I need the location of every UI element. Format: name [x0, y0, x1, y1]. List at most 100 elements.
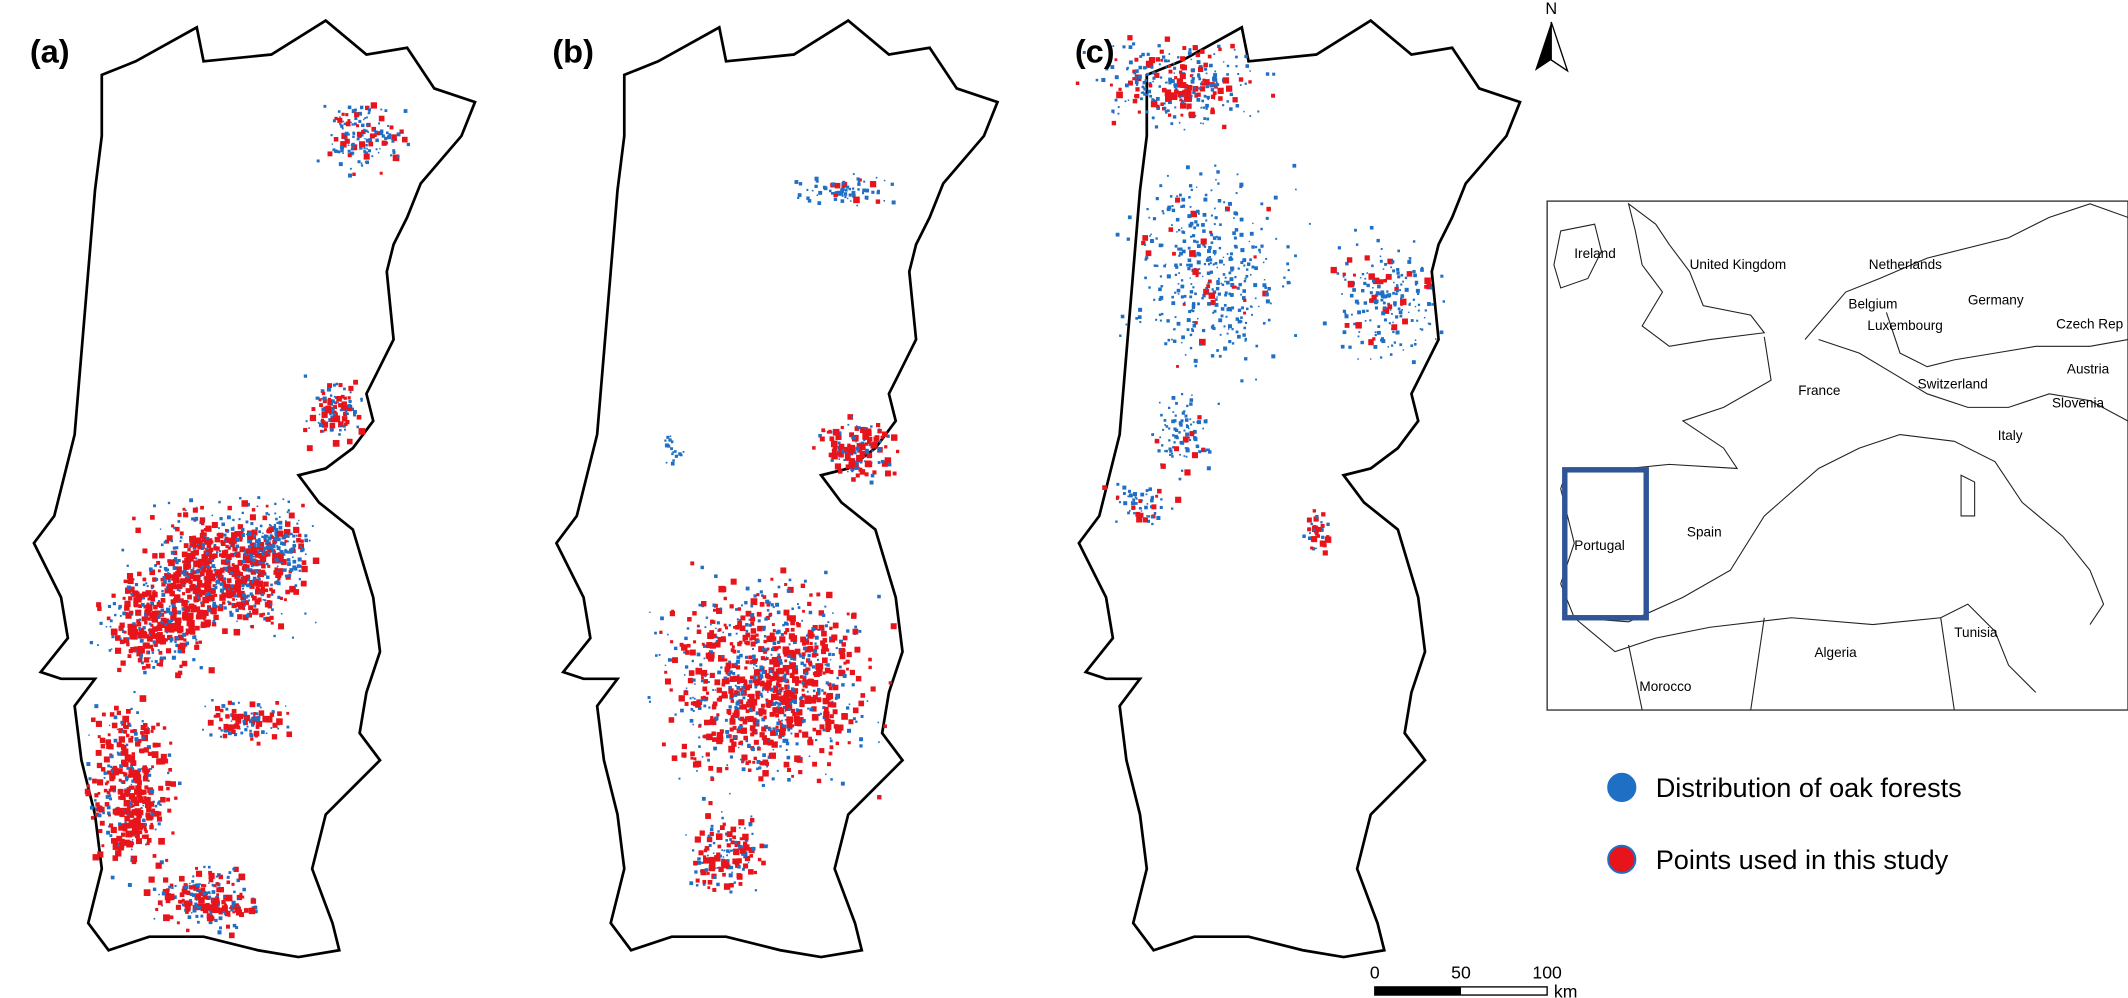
oak-forest-dot — [222, 911, 225, 914]
study-point — [1320, 523, 1325, 528]
oak-forest-dot — [1140, 507, 1143, 510]
study-point — [749, 675, 754, 680]
study-point — [816, 697, 822, 703]
oak-forest-dot — [756, 719, 760, 723]
oak-forest-dot — [1122, 45, 1126, 49]
oak-forest-dot — [721, 655, 724, 658]
oak-forest-dot — [1163, 106, 1167, 110]
study-point — [145, 663, 151, 669]
oak-forest-dot — [1188, 436, 1191, 439]
oak-forest-dot — [138, 612, 141, 615]
oak-forest-dot — [859, 461, 863, 464]
study-point — [99, 737, 106, 744]
oak-forest-dot — [695, 884, 699, 887]
oak-forest-dot — [292, 534, 296, 538]
study-point — [118, 825, 124, 831]
oak-forest-dot — [1128, 60, 1133, 65]
oak-forest-dot — [253, 714, 256, 718]
study-point — [773, 688, 778, 693]
study-point — [738, 882, 743, 886]
study-point — [122, 771, 126, 775]
study-point — [179, 892, 185, 898]
oak-forest-dot — [838, 665, 842, 669]
oak-forest-dot — [721, 816, 724, 820]
study-point — [160, 796, 166, 803]
oak-forest-dot — [288, 573, 292, 577]
study-point — [104, 802, 110, 807]
study-point — [721, 682, 726, 687]
study-point — [142, 577, 147, 582]
study-point — [736, 858, 742, 864]
study-point — [716, 607, 723, 614]
oak-forest-dot — [690, 707, 694, 711]
oak-forest-dot — [1155, 237, 1158, 240]
study-point — [825, 718, 831, 725]
oak-forest-dot — [130, 707, 133, 711]
study-point — [353, 379, 359, 385]
oak-forest-dot — [256, 505, 259, 508]
oak-forest-dot — [1357, 358, 1359, 360]
oak-forest-dot — [1158, 85, 1162, 88]
oak-forest-dot — [851, 190, 856, 195]
study-point — [143, 747, 149, 753]
study-point — [343, 396, 347, 400]
study-point — [121, 744, 127, 751]
oak-forest-dot — [1395, 289, 1399, 293]
study-point — [201, 567, 207, 573]
oak-forest-dot — [792, 657, 797, 661]
study-point — [260, 589, 266, 595]
study-point — [1180, 82, 1187, 89]
study-point — [754, 678, 761, 686]
oak-forest-dot — [181, 607, 185, 611]
oak-forest-dot — [744, 655, 748, 659]
study-point — [329, 422, 336, 429]
study-point — [721, 678, 728, 685]
oak-forest-dot — [289, 568, 294, 572]
study-point — [250, 533, 257, 540]
oak-forest-dot — [692, 696, 694, 699]
oak-forest-dot — [212, 603, 217, 608]
oak-forest-dot — [308, 427, 310, 429]
oak-forest-dot — [1206, 117, 1210, 121]
study-point — [739, 625, 746, 632]
oak-forest-dot — [678, 452, 682, 456]
study-point — [253, 730, 260, 737]
study-point — [702, 855, 707, 859]
study-point — [243, 564, 248, 569]
oak-forest-dot — [315, 396, 319, 400]
oak-forest-dot — [1234, 212, 1239, 216]
oak-forest-dot — [828, 652, 832, 657]
oak-forest-dot — [671, 452, 674, 456]
oak-forest-dot — [1390, 260, 1395, 264]
study-point — [237, 524, 243, 530]
study-point — [334, 116, 338, 121]
oak-forest-dot — [282, 553, 286, 556]
oak-forest-dot — [1240, 293, 1242, 296]
study-point — [169, 562, 174, 566]
study-point — [710, 715, 714, 719]
oak-forest-dot — [840, 781, 845, 786]
oak-forest-dot — [292, 556, 294, 559]
oak-forest-dot — [1314, 532, 1317, 535]
study-point — [822, 699, 828, 705]
study-point — [118, 778, 122, 782]
oak-forest-dot — [167, 753, 172, 757]
oak-forest-dot — [127, 882, 132, 887]
oak-forest-dot — [195, 898, 198, 901]
study-point — [1184, 439, 1188, 443]
study-point — [718, 628, 722, 632]
oak-forest-dot — [846, 185, 850, 189]
study-point — [832, 428, 840, 436]
study-point — [753, 870, 757, 875]
oak-forest-dot — [235, 926, 239, 930]
study-point — [162, 888, 170, 896]
oak-forest-dot — [1168, 406, 1171, 409]
oak-forest-dot — [1283, 276, 1286, 279]
oak-forest-dot — [735, 632, 738, 635]
study-point — [829, 636, 836, 643]
oak-forest-dot — [697, 860, 702, 865]
oak-forest-dot — [732, 693, 736, 697]
study-point — [265, 715, 273, 723]
study-point — [206, 558, 213, 565]
oak-forest-dot — [1154, 125, 1159, 129]
